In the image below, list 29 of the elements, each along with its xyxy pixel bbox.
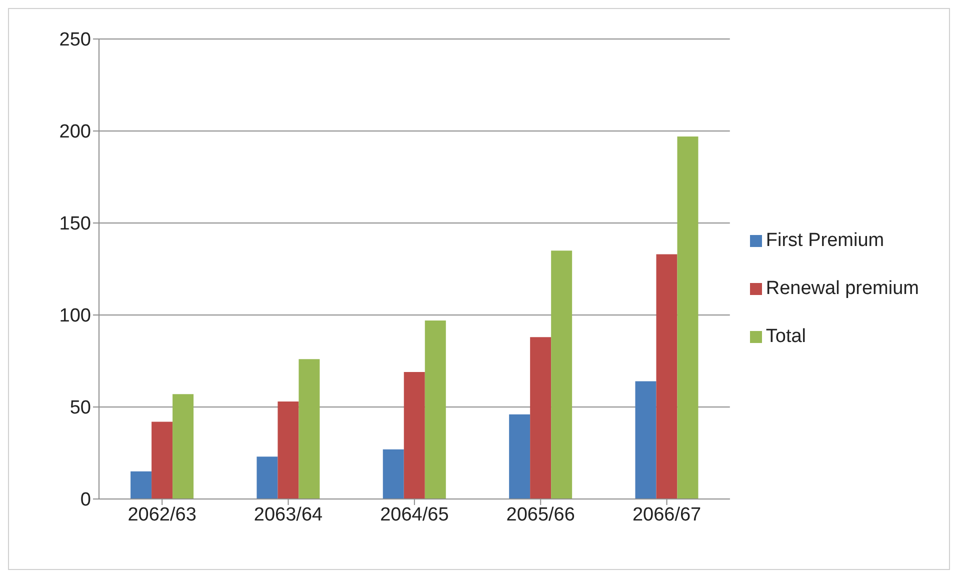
bar: [530, 337, 552, 499]
legend-label: Renewal premium: [766, 278, 919, 299]
bar: [130, 471, 152, 499]
bar: [298, 359, 320, 499]
x-tick-label: 2065/66: [506, 504, 575, 526]
bar: [256, 456, 278, 499]
x-tick-label: 2063/64: [254, 504, 324, 526]
bar: [677, 136, 698, 499]
y-tick-label: 200: [59, 122, 91, 143]
y-tick-label: 100: [59, 306, 91, 327]
y-tick-label: 250: [59, 30, 91, 51]
x-tick-label: 2062/63: [128, 504, 196, 526]
x-tick-label: 2066/67: [632, 504, 702, 526]
bar: [278, 401, 299, 499]
bar: [404, 372, 425, 499]
bar: [635, 381, 656, 499]
bar: [172, 394, 194, 499]
legend-label: First Premium: [766, 230, 884, 251]
bar: [509, 414, 530, 499]
y-tick-label: 0: [80, 490, 91, 511]
bar: [551, 250, 572, 499]
bar: [152, 422, 173, 499]
legend-label: Total: [766, 326, 806, 347]
bar: [656, 254, 678, 499]
y-tick-label: 150: [59, 214, 91, 235]
y-tick-label: 50: [70, 398, 91, 419]
x-tick-label: 2064/65: [380, 504, 449, 526]
bar: [382, 449, 404, 499]
bar: [424, 320, 446, 499]
